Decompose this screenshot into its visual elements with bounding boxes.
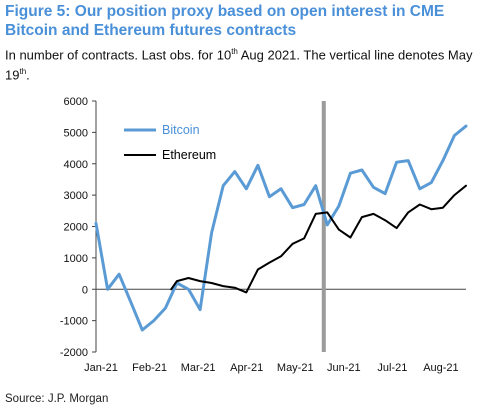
subtitle-part-a: In number of contracts. Last obs. for 10 xyxy=(5,47,232,63)
x-tick-label: May-21 xyxy=(277,362,314,374)
series-line-ethereum xyxy=(170,184,467,294)
y-tick-label: 5000 xyxy=(64,127,88,139)
series-line-bitcoin xyxy=(94,124,468,332)
y-tick-label: 0 xyxy=(82,284,88,296)
x-tick-label: Mar-21 xyxy=(181,362,216,374)
chart-source: Source: J.P. Morgan xyxy=(5,393,109,405)
y-tick-label: 4000 xyxy=(64,159,88,171)
subtitle-part-c: . xyxy=(26,67,30,83)
x-tick-label: Jun-21 xyxy=(327,362,361,374)
subtitle-sup-a: th xyxy=(231,47,238,56)
legend-label-ethereum: Ethereum xyxy=(162,148,216,162)
x-tick-label: Jan-21 xyxy=(84,362,118,374)
y-tick-label: 2000 xyxy=(64,222,88,234)
y-tick-label: 1000 xyxy=(64,253,88,265)
chart-title: Figure 5: Our position proxy based on op… xyxy=(5,2,495,40)
y-tick-label: 6000 xyxy=(64,96,88,108)
figure-label: Figure 5: xyxy=(5,3,75,20)
y-tick-label: -1000 xyxy=(60,316,88,328)
subtitle-sup-b: th xyxy=(19,67,27,77)
title-text: Our position proxy based on open interes… xyxy=(5,3,445,39)
x-tick-label: Apr-21 xyxy=(230,362,263,374)
chart-subtitle: In number of contracts. Last obs. for 10… xyxy=(5,43,495,84)
legend-label-bitcoin: Bitcoin xyxy=(162,123,200,137)
y-tick-label: 3000 xyxy=(64,190,88,202)
x-tick-label: Jul-21 xyxy=(377,362,407,374)
x-tick-label: Feb-21 xyxy=(132,362,167,374)
subtitle-part-b: Aug 2021. The vertical line denotes May … xyxy=(5,47,473,83)
y-tick-label: -2000 xyxy=(60,347,88,359)
x-tick-label: Aug-21 xyxy=(423,362,458,374)
